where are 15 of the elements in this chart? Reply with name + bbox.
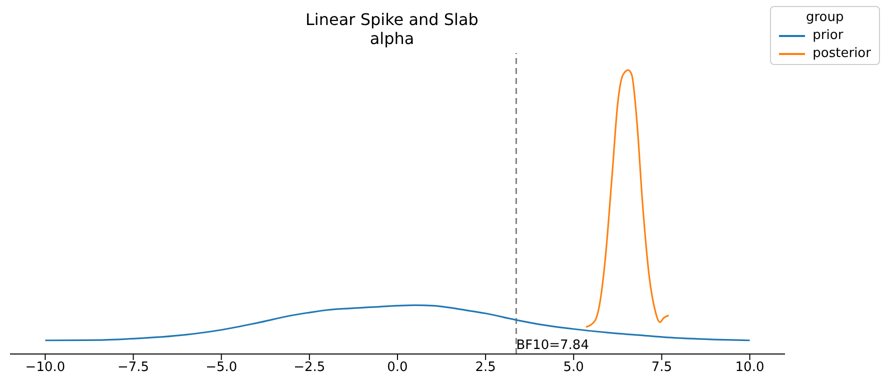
x-tick-label: 2.5 <box>475 360 496 376</box>
x-tick-label: 0.0 <box>387 360 408 376</box>
x-tick-label: −10.0 <box>25 360 66 376</box>
x-tick-label: −2.5 <box>294 360 326 376</box>
x-tick-label: −7.5 <box>118 360 150 376</box>
chart-title: Linear Spike and Slab <box>304 10 480 29</box>
annotation: BF10=7.84 <box>516 338 589 353</box>
legend-label: prior <box>812 28 844 43</box>
x-tick-label: 5.0 <box>563 360 584 376</box>
x-tick-label: 10.0 <box>735 360 764 376</box>
x-tick-label: 7.5 <box>651 360 672 376</box>
chart-subtitle: alpha <box>368 29 416 48</box>
x-tick-label: −5.0 <box>206 360 238 376</box>
legend-title: group <box>804 10 845 25</box>
legend-label: posterior <box>812 46 871 61</box>
